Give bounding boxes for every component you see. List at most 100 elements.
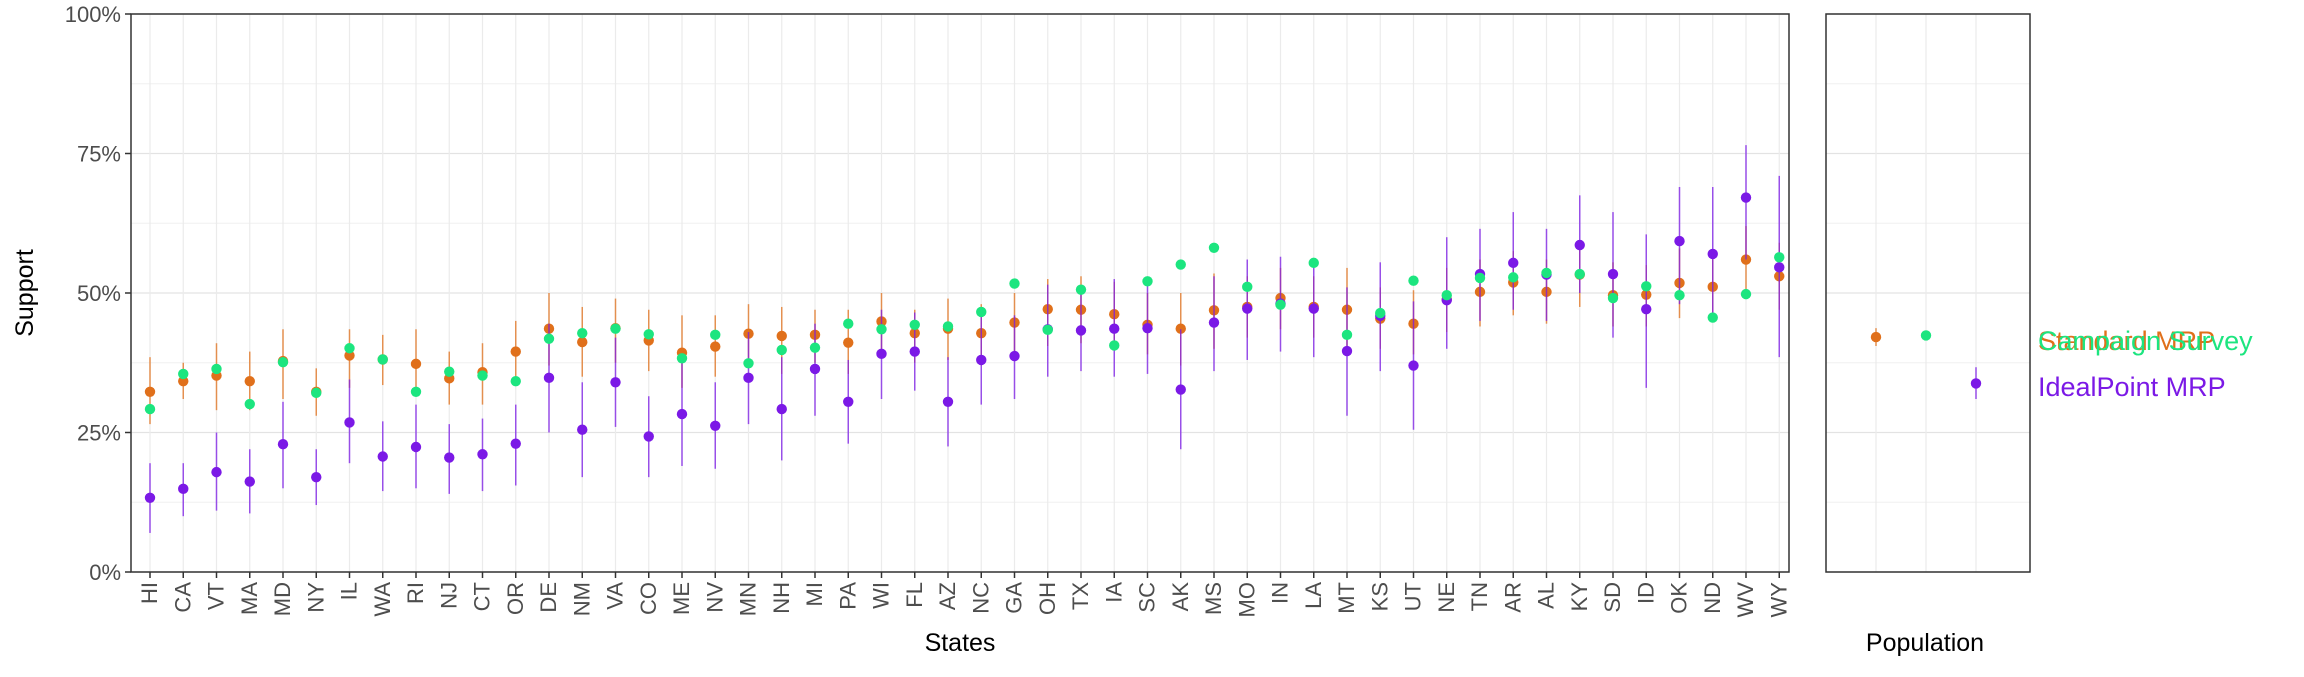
point-campaign-survey (1208, 242, 1220, 254)
main-marks (144, 145, 1785, 533)
x-tick-label: ME (669, 582, 694, 615)
point-campaign-survey (1275, 299, 1286, 310)
point-campaign-survey (1441, 290, 1452, 301)
point-idealpoint-mrp (244, 476, 255, 487)
point-idealpoint-mrp (809, 363, 821, 375)
x-tick-label: OH (1035, 582, 1060, 615)
point-idealpoint-mrp (1175, 384, 1186, 395)
point-idealpoint-mrp (277, 439, 289, 450)
point-campaign-survey (1375, 307, 1386, 319)
point-standard-mrp (577, 336, 588, 348)
point-idealpoint-mrp (211, 466, 222, 478)
point-campaign-survey (477, 370, 488, 381)
x-tick-label: VT (204, 582, 229, 610)
point-campaign-survey (1009, 278, 1020, 289)
x-tick-label: IA (1101, 582, 1126, 603)
point-standard-mrp (1175, 323, 1186, 334)
x-tick-label: IL (337, 582, 362, 600)
point-standard-mrp (244, 375, 255, 387)
point-idealpoint-mrp (1740, 192, 1752, 203)
y-tick-label: 100% (65, 2, 121, 27)
y-axis-title: Support (11, 249, 39, 337)
x-tick-label: HI (137, 582, 162, 604)
point-campaign-survey (1242, 281, 1253, 293)
point-campaign-survey (909, 319, 920, 331)
point-campaign-survey (1541, 267, 1552, 279)
point-campaign-survey (178, 368, 189, 380)
point-idealpoint-mrp (311, 471, 322, 483)
x-tick-label: MA (237, 582, 262, 615)
x-tick-label: NH (769, 582, 794, 614)
point-idealpoint-mrp (1075, 325, 1087, 336)
x-tick-label: WA (370, 582, 395, 617)
point-campaign-survey (1142, 276, 1153, 287)
point-standard-mrp (843, 337, 854, 348)
point-campaign-survey (1308, 257, 1319, 269)
point-idealpoint-mrp (876, 348, 887, 360)
x-tick-label: MT (1334, 582, 1359, 614)
point-campaign-survey (311, 387, 322, 399)
point-idealpoint-mrp (1009, 350, 1020, 362)
x-tick-label: IN (1268, 582, 1293, 604)
point-campaign-survey (1508, 272, 1519, 283)
point-campaign-survey (543, 333, 555, 344)
point-campaign-survey (710, 329, 721, 341)
point-idealpoint-mrp (1242, 303, 1253, 314)
point-idealpoint-mrp (1308, 303, 1319, 314)
x-tick-label: NJ (436, 582, 461, 609)
point-idealpoint-mrp (976, 354, 987, 366)
point-campaign-survey (144, 403, 156, 415)
y-axis-ticks: 0% 25% 50% 75% 100% (65, 2, 131, 585)
x-tick-label: KS (1367, 582, 1392, 611)
point-campaign-survey (344, 343, 355, 354)
point-campaign-survey (843, 318, 854, 329)
x-tick-label: SD (1600, 582, 1625, 613)
x-tick-label: OK (1667, 582, 1692, 614)
pop-point-idealpoint-mrp (1970, 378, 1982, 389)
population-panel-border (1825, 13, 2031, 573)
x-tick-label: NC (968, 582, 993, 614)
population-axis-title: Population (1866, 629, 1984, 657)
x-tick-label: TX (1068, 582, 1093, 610)
point-idealpoint-mrp (676, 408, 688, 420)
y-tick-label: 0% (89, 560, 121, 585)
point-standard-mrp (344, 350, 355, 361)
point-idealpoint-mrp (377, 451, 388, 462)
point-campaign-survey (577, 327, 588, 339)
point-idealpoint-mrp (909, 346, 920, 357)
point-campaign-survey (1774, 252, 1785, 263)
x-axis-title: States (925, 629, 996, 657)
x-tick-label: VA (603, 582, 628, 610)
point-campaign-survey (776, 344, 787, 356)
point-idealpoint-mrp (643, 431, 654, 442)
point-standard-mrp (178, 375, 189, 387)
point-idealpoint-mrp (1574, 239, 1585, 251)
point-campaign-survey (1707, 312, 1718, 323)
point-idealpoint-mrp (477, 449, 488, 460)
x-tick-label: WY (1766, 582, 1791, 618)
main-panel: 0% 25% 50% 75% 100% HI CA VT MA MD NY IL WA RI NJ CT OR… (65, 2, 1792, 617)
point-campaign-survey (1408, 275, 1419, 286)
x-tick-label: AZ (935, 582, 960, 610)
point-standard-mrp (144, 386, 156, 397)
point-idealpoint-mrp (1774, 262, 1785, 273)
point-idealpoint-mrp (610, 377, 621, 388)
point-campaign-survey (444, 366, 455, 377)
y-tick-label: 50% (77, 281, 121, 306)
point-campaign-survey (1175, 259, 1186, 270)
point-idealpoint-mrp (1607, 268, 1619, 280)
pop-point-campaign-survey (1920, 330, 1932, 341)
x-tick-label: MN (736, 582, 761, 616)
point-campaign-survey (809, 342, 821, 353)
point-idealpoint-mrp (1408, 360, 1419, 371)
point-idealpoint-mrp (344, 417, 355, 428)
x-tick-label: OR (503, 582, 528, 615)
point-idealpoint-mrp (743, 372, 754, 384)
point-campaign-survey (277, 356, 289, 368)
point-campaign-survey (1607, 292, 1619, 304)
x-tick-label: NY (303, 582, 328, 613)
point-idealpoint-mrp (942, 396, 954, 408)
x-tick-label: PA (835, 582, 860, 610)
point-campaign-survey (1474, 272, 1486, 284)
x-tick-label: NE (1434, 582, 1459, 613)
